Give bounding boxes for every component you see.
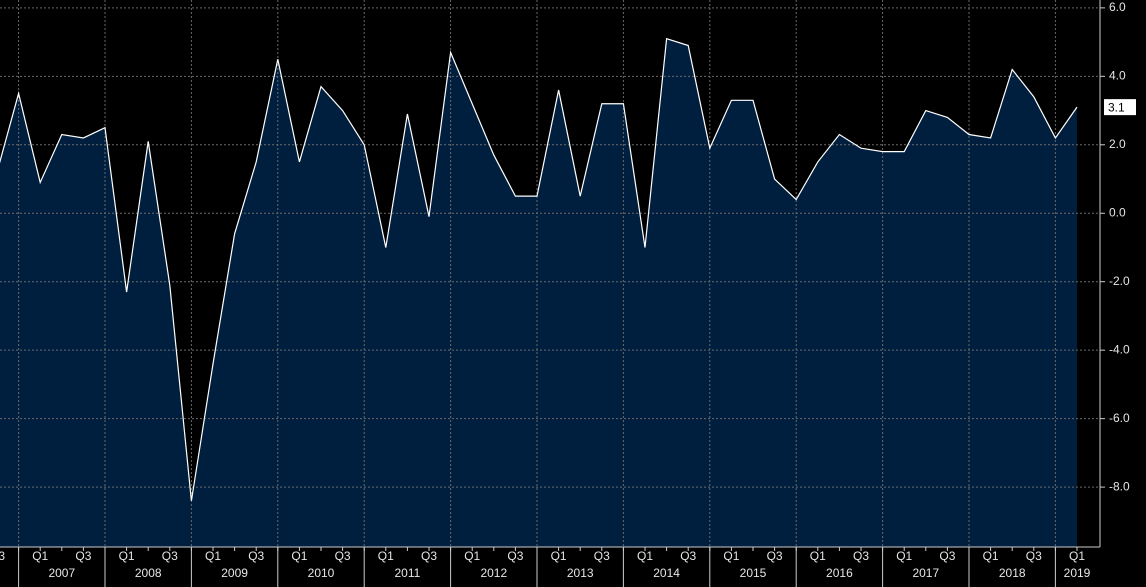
x-tick-label: Q3 (1026, 549, 1042, 563)
x-tick-label: Q3 (248, 549, 264, 563)
year-label: 2010 (308, 566, 335, 580)
x-tick-label: Q1 (896, 549, 912, 563)
y-tick-label: 4.0 (1109, 69, 1126, 83)
y-tick-label: -6.0 (1109, 411, 1130, 425)
x-tick-label: Q1 (205, 549, 221, 563)
x-tick-label: Q3 (162, 549, 178, 563)
x-tick-label: Q3 (594, 549, 610, 563)
year-label: 2013 (567, 566, 594, 580)
y-tick-label: -8.0 (1109, 479, 1130, 493)
x-tick-label: Q1 (32, 549, 48, 563)
x-tick-label: Q1 (378, 549, 394, 563)
x-tick-label: Q1 (119, 549, 135, 563)
year-label: 2018 (999, 566, 1026, 580)
y-tick-label: 0.0 (1109, 205, 1126, 219)
x-tick-label: Q1 (810, 549, 826, 563)
x-tick-label: Q1 (983, 549, 999, 563)
x-tick-label: Q3 (853, 549, 869, 563)
x-tick-label: Q3 (507, 549, 523, 563)
year-label: 2009 (221, 566, 248, 580)
x-tick-label: Q3 (767, 549, 783, 563)
x-tick-label: Q1 (291, 549, 307, 563)
x-tick-label: Q3 (680, 549, 696, 563)
year-label: 2016 (826, 566, 853, 580)
y-tick-label: -2.0 (1109, 274, 1130, 288)
x-tick-label: Q1 (1069, 549, 1085, 563)
y-tick-label: -4.0 (1109, 342, 1130, 356)
area (0, 38, 1077, 547)
last-value-label: 3.1 (1108, 100, 1125, 114)
year-label: 2019 (1064, 566, 1091, 580)
year-label: 2014 (653, 566, 680, 580)
y-tick-label: 6.0 (1109, 0, 1126, 14)
y-tick-label: 2.0 (1109, 137, 1126, 151)
x-tick-label: Q1 (464, 549, 480, 563)
last-value-box (1104, 99, 1136, 116)
x-tick-label: Q3 (75, 549, 91, 563)
x-tick-label: Q1 (723, 549, 739, 563)
x-tick-label: Q3 (0, 549, 5, 563)
year-label: 2011 (394, 566, 420, 580)
year-label: 2017 (912, 566, 939, 580)
x-tick-label: Q1 (637, 549, 653, 563)
line (0, 37, 1078, 501)
x-tick-label: Q3 (939, 549, 955, 563)
x-tick-label: Q1 (551, 549, 567, 563)
year-label: 2008 (135, 566, 162, 580)
x-tick-label: Q3 (335, 549, 351, 563)
year-label: 2007 (48, 566, 75, 580)
year-label: 2015 (740, 566, 767, 580)
x-tick-label: Q3 (421, 549, 437, 563)
year-label: 2012 (480, 566, 507, 580)
